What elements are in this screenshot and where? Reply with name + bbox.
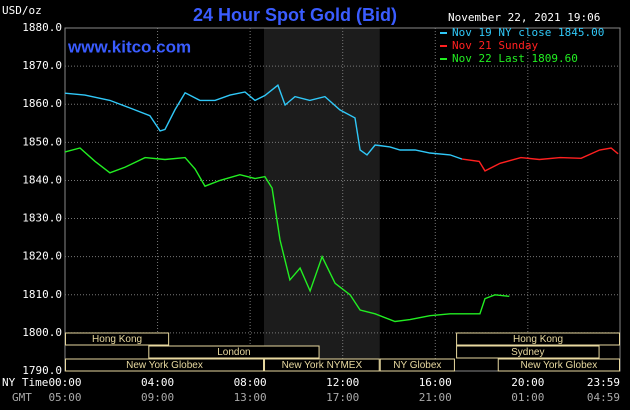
session-label: Hong Kong (513, 334, 563, 345)
y-tick-label: 1850.0 (22, 135, 62, 148)
y-tick-label: 1840.0 (22, 173, 62, 186)
price-line (64, 147, 510, 323)
gmt-tick-label: 13:00 (234, 391, 267, 404)
session-bar (497, 358, 620, 372)
y-tick-label: 1830.0 (22, 212, 62, 225)
session-bar (456, 345, 600, 359)
plot-area (64, 27, 621, 372)
watermark: www.kitco.com (67, 37, 191, 56)
session-bar (148, 345, 320, 359)
gmt-tick-label: 09:00 (141, 391, 174, 404)
session-bar (264, 358, 380, 372)
x-tick-label: 08:00 (234, 376, 267, 389)
session-label: London (217, 347, 250, 358)
gmt-tick-label: 21:00 (419, 391, 452, 404)
session-bar (65, 358, 265, 372)
session-bar (65, 332, 170, 346)
session-label: Sydney (511, 347, 544, 358)
y-tick-label: 1790.0 (22, 364, 62, 377)
session-bar (456, 332, 620, 346)
y-tick-label: 1800.0 (22, 326, 62, 339)
x-tick-label: 20:00 (511, 376, 544, 389)
session-bar (379, 358, 455, 372)
x-tick-label: 00:00 (48, 376, 81, 389)
shaded-session (264, 28, 380, 371)
gmt-tick-label: 04:59 (587, 391, 620, 404)
x-tick-label: 16:00 (419, 376, 452, 389)
legend-label: Nov 21 Sunday (452, 39, 538, 52)
timestamp: November 22, 2021 19:06 (448, 11, 600, 24)
y-tick-label: 1860.0 (22, 97, 62, 110)
y-tick-label: 1820.0 (22, 250, 62, 263)
gmt-tick-label: 01:00 (511, 391, 544, 404)
price-line (64, 84, 463, 160)
price-line (462, 147, 619, 172)
gmt-tick-label: 17:00 (326, 391, 359, 404)
session-label: New York Globex (521, 360, 598, 371)
session-label: New York Globex (126, 360, 203, 371)
session-label: NY Globex (393, 360, 441, 371)
gmt-tick-label: 05:00 (48, 391, 81, 404)
x-row-label: NY Time (2, 376, 48, 389)
x-tick-label: 04:00 (141, 376, 174, 389)
session-label: Hong Kong (92, 334, 142, 345)
x2-row-label: GMT (12, 391, 32, 404)
chart-title: 24 Hour Spot Gold (Bid) (193, 5, 397, 25)
x-tick-label: 23:59 (587, 376, 620, 389)
session-label: New York NYMEX (282, 360, 363, 371)
x-tick-label: 12:00 (326, 376, 359, 389)
legend-label: Nov 19 NY close 1845.00 (452, 26, 604, 39)
y-axis-label: USD/oz (2, 4, 42, 17)
y-tick-label: 1810.0 (22, 288, 62, 301)
y-tick-label: 1870.0 (22, 59, 62, 72)
legend-label: Nov 22 Last 1809.60 (452, 52, 578, 65)
y-tick-label: 1880.0 (22, 21, 62, 34)
